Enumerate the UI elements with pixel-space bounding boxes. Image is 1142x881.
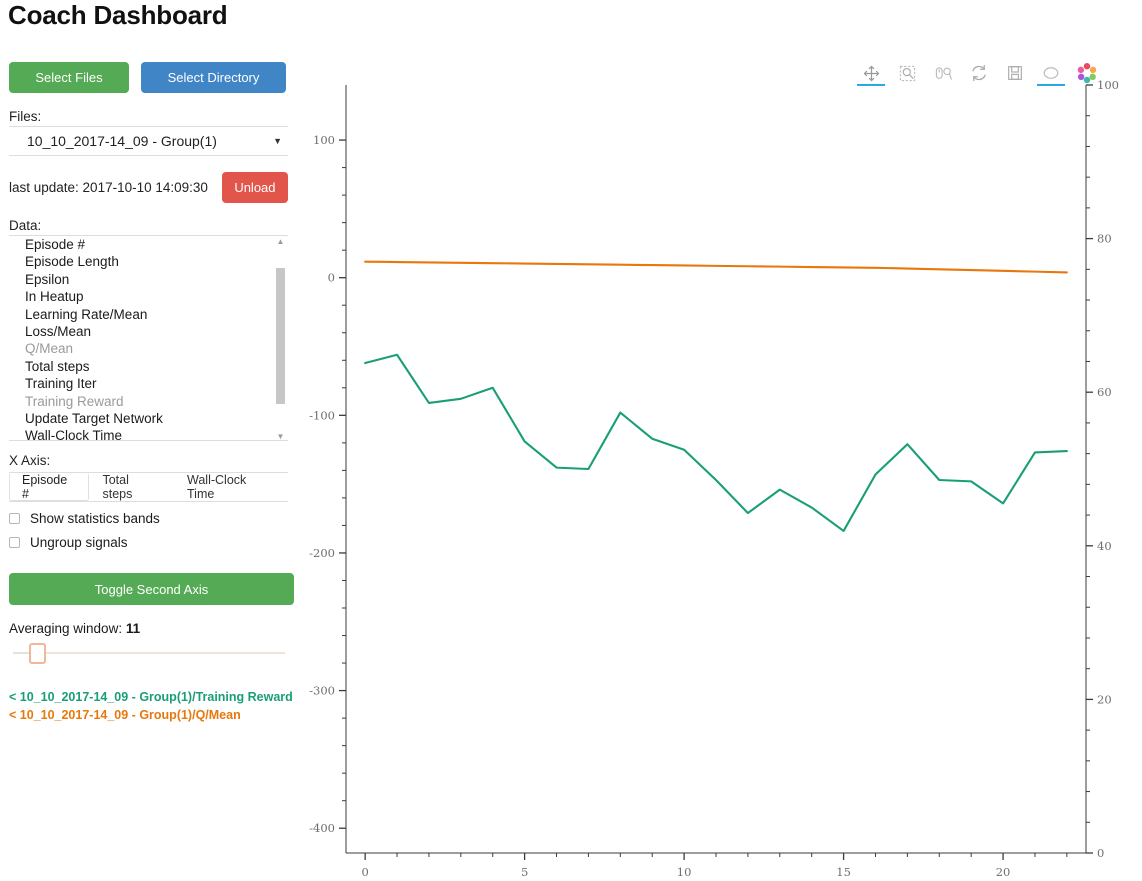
data-list-item[interactable]: In Heatup [25,289,84,305]
data-list-item[interactable]: Epsilon [25,271,70,287]
data-list-item[interactable]: Total steps [25,358,90,374]
x-axis-tabs: Episode # Total steps Wall-Clock Time [9,472,288,502]
chevron-down-icon: ▼ [273,136,282,146]
slider-track[interactable] [13,652,285,654]
svg-text:15: 15 [836,865,851,879]
page-title: Coach Dashboard [8,0,228,30]
scroll-up-icon[interactable]: ▲ [276,237,285,246]
data-list-item[interactable]: Episode Length [25,254,119,270]
show-statistics-bands-row[interactable]: Show statistics bands [9,511,296,526]
select-directory-button[interactable]: Select Directory [141,62,286,93]
show-statistics-bands-checkbox[interactable] [9,513,20,524]
x-axis-label: X Axis: [9,453,51,468]
svg-text:-200: -200 [309,546,335,560]
svg-text:40: 40 [1097,539,1112,553]
legend-item[interactable]: < 10_10_2017-14_09 - Group(1)/Q/Mean [9,707,241,722]
x-axis-tab[interactable]: Total steps [102,473,133,501]
x-axis-tab[interactable]: Episode # [9,473,90,501]
pan-tool-icon[interactable] [857,60,885,86]
select-files-button[interactable]: Select Files [9,62,129,93]
svg-text:10: 10 [677,865,692,879]
svg-text:60: 60 [1097,385,1112,399]
files-label: Files: [9,109,42,124]
legend-item[interactable]: < 10_10_2017-14_09 - Group(1)/Training R… [9,690,293,704]
slider-handle[interactable] [29,643,46,664]
svg-text:0: 0 [328,271,335,285]
last-update-row: last update: 2017-10-10 14:09:30 Unload [9,172,296,203]
svg-text:100: 100 [313,133,335,147]
data-list-scrollbar[interactable]: ▲ ▼ [276,236,285,441]
svg-text:100: 100 [1097,78,1119,92]
x-axis-tab[interactable]: Wall-Clock Time [187,473,247,501]
reset-tool-icon[interactable] [968,60,990,86]
slider-track-lower [13,652,29,654]
wheel-zoom-tool-icon[interactable] [932,60,954,86]
data-list-item[interactable]: Q/Mean [25,341,74,357]
averaging-window-label: Averaging window: [9,621,123,636]
bokeh-toolbar [857,60,1098,86]
scroll-down-icon[interactable]: ▼ [276,432,285,441]
hover-tool-icon[interactable] [1037,60,1065,86]
toggle-second-axis-button[interactable]: Toggle Second Axis [9,573,294,605]
unload-button[interactable]: Unload [221,172,288,203]
svg-text:0: 0 [361,865,368,879]
averaging-window-row: Averaging window: 11 [9,621,296,636]
svg-text:5: 5 [521,865,528,879]
plot-area: -400 -300 -200 -100 0 100 0 20 40 60 80 100 0 5 10 15 20 [296,55,1142,881]
box-zoom-tool-icon[interactable] [896,60,918,86]
files-select[interactable]: 10_10_2017-14_09 - Group(1) ▼ [9,126,288,156]
ungroup-signals-row[interactable]: Ungroup signals [9,535,296,550]
data-list-item[interactable]: Training Iter [25,376,97,392]
save-tool-icon[interactable] [1004,60,1026,86]
data-list-item[interactable]: Learning Rate/Mean [25,306,148,322]
files-select-value: 10_10_2017-14_09 - Group(1) [27,133,217,149]
last-update-text: last update: 2017-10-10 14:09:30 [9,180,208,195]
svg-text:20: 20 [996,865,1011,879]
data-signal-list[interactable]: Episode # Episode Length Epsilon In Heatup L… [9,235,288,441]
svg-text:80: 80 [1097,232,1112,246]
bokeh-logo-icon[interactable] [1076,62,1098,84]
ungroup-signals-label: Ungroup signals [30,535,128,550]
data-list-item[interactable]: Training Reward [25,393,124,409]
sidebar: Select Files Select Directory Files: 10_… [0,62,296,723]
svg-text:-400: -400 [309,821,335,835]
svg-text:0: 0 [1097,846,1104,860]
svg-text:20: 20 [1097,692,1112,706]
svg-text:-300: -300 [309,684,335,698]
data-label: Data: [9,218,42,233]
show-statistics-bands-label: Show statistics bands [30,511,160,526]
averaging-window-value: 11 [125,621,141,636]
ungroup-signals-checkbox[interactable] [9,537,20,548]
plot-legend: < 10_10_2017-14_09 - Group(1)/Training R… [9,690,294,723]
data-list-item[interactable]: Wall-Clock Time [25,428,123,441]
data-list-item[interactable]: Episode # [25,237,86,252]
data-list-item[interactable]: Loss/Mean [25,324,92,340]
averaging-window-slider[interactable] [9,642,288,664]
scrollbar-thumb[interactable] [276,268,285,404]
file-buttons-row: Select Files Select Directory [0,62,296,93]
data-list-item[interactable]: Update Target Network [25,411,163,427]
plot-canvas[interactable]: -400 -300 -200 -100 0 100 0 20 40 60 80 100 0 5 10 15 20 [296,55,1142,881]
svg-text:-100: -100 [309,408,335,422]
